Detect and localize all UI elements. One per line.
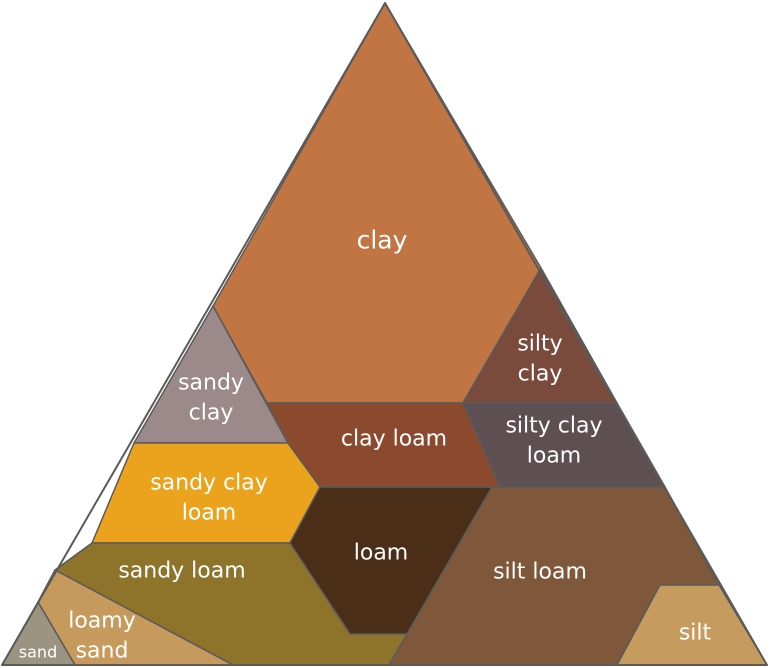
label-line: silty — [517, 332, 562, 357]
labels-layer: clay silty clay sandy clay clay loam silty cla… — [19, 226, 712, 664]
label-silt: silt — [679, 621, 712, 646]
region-clay — [212, 2, 542, 404]
label-silt-loam: silt loam — [493, 560, 587, 585]
label-line: sandy clay — [150, 471, 268, 496]
label-line: sandy loam — [118, 559, 245, 584]
label-line: silt loam — [493, 560, 587, 585]
label-line: loam — [527, 443, 581, 468]
label-sandy-clay-loam: sandy clay loam — [150, 471, 268, 526]
label-line: clay — [357, 226, 408, 255]
label-line: loam — [182, 500, 236, 525]
label-line: silty clay — [505, 414, 602, 439]
label-line: clay — [189, 400, 234, 425]
label-clay: clay — [357, 226, 408, 255]
label-line: loam — [354, 541, 408, 566]
label-clay-loam: clay loam — [341, 427, 447, 452]
label-line: clay — [518, 361, 563, 386]
label-line: silt — [679, 621, 712, 646]
label-line: clay loam — [341, 427, 447, 452]
label-line: sand — [19, 643, 57, 662]
label-sandy-clay: sandy clay — [178, 371, 244, 426]
label-silty-clay: silty clay — [517, 332, 562, 387]
label-line: loamy — [68, 609, 136, 634]
label-loamy-sand: loamy sand — [68, 609, 136, 664]
label-loam: loam — [354, 541, 408, 566]
label-line: sand — [76, 638, 129, 663]
label-sandy-loam: sandy loam — [118, 559, 245, 584]
label-sand: sand — [19, 643, 57, 662]
label-line: sandy — [178, 371, 244, 396]
label-silty-clay-loam: silty clay loam — [505, 414, 602, 469]
